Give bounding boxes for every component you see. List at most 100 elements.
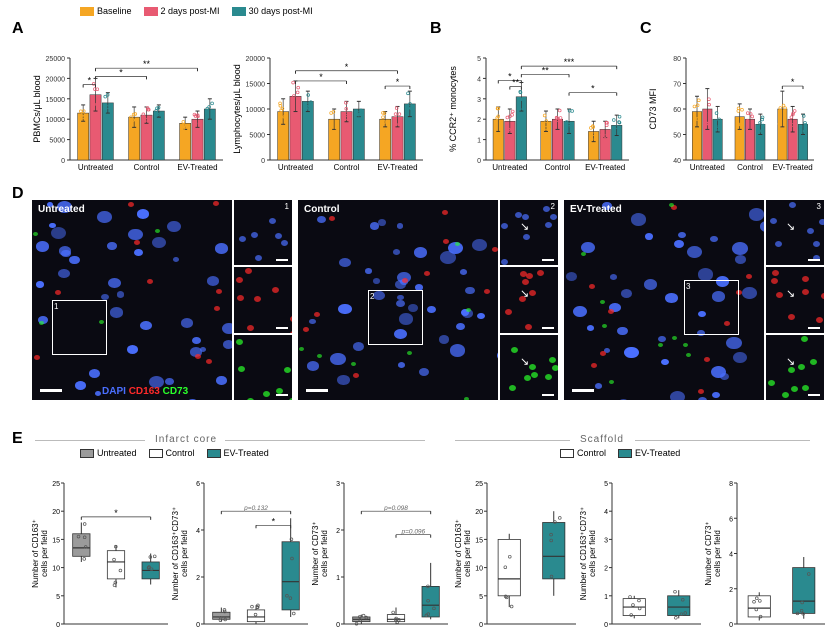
chart-lymphocytes: 05000100001500020000Lymphocytes/μL blood… — [232, 28, 427, 178]
svg-text:p=0.098: p=0.098 — [383, 505, 408, 512]
svg-text:50: 50 — [673, 133, 681, 140]
svg-text:**: ** — [512, 78, 520, 88]
svg-text:15: 15 — [52, 537, 60, 544]
svg-text:2: 2 — [336, 528, 340, 535]
svg-text:*: * — [114, 508, 118, 518]
svg-text:5: 5 — [477, 56, 481, 63]
svg-text:40: 40 — [673, 158, 681, 165]
legend-top: Baseline 2 days post-MI 30 days post-MI — [80, 6, 313, 16]
svg-text:EV-Treated: EV-Treated — [377, 163, 417, 172]
svg-text:5000: 5000 — [49, 138, 65, 145]
svg-text:*: * — [396, 77, 400, 87]
svg-text:70: 70 — [673, 82, 681, 89]
panel-d-label: D — [12, 185, 24, 203]
boxplot-scaffold: 02468Number of CD73⁺cells per field — [705, 465, 825, 630]
svg-text:10000: 10000 — [246, 107, 266, 114]
svg-text:Number of CD163⁺CD73⁺: Number of CD163⁺CD73⁺ — [172, 507, 180, 600]
svg-text:*: * — [88, 76, 92, 86]
chart-ccr2: 012345% CCR2⁺ monocytesUntreatedControlE… — [448, 28, 633, 178]
svg-text:cells per field: cells per field — [320, 530, 329, 577]
svg-text:Untreated: Untreated — [690, 163, 725, 172]
svg-text:8: 8 — [729, 481, 733, 488]
svg-text:25000: 25000 — [46, 56, 66, 63]
svg-text:25: 25 — [52, 481, 60, 488]
svg-text:*: * — [345, 62, 349, 72]
svg-text:10: 10 — [475, 566, 483, 573]
svg-text:2: 2 — [604, 566, 608, 573]
svg-text:3: 3 — [477, 97, 481, 104]
svg-text:PBMCs/μL blood: PBMCs/μL blood — [32, 75, 42, 142]
svg-text:0: 0 — [336, 622, 340, 629]
svg-text:Control: Control — [737, 163, 763, 172]
svg-text:4: 4 — [196, 528, 200, 535]
svg-text:60: 60 — [673, 107, 681, 114]
svg-text:cells per field: cells per field — [588, 530, 597, 577]
svg-text:*: * — [319, 72, 323, 82]
svg-text:*: * — [591, 84, 595, 94]
svg-text:4: 4 — [477, 76, 481, 83]
svg-text:Number of CD73⁺: Number of CD73⁺ — [705, 521, 713, 585]
svg-text:80: 80 — [673, 56, 681, 63]
svg-text:1: 1 — [477, 138, 481, 145]
svg-text:p=0.096: p=0.096 — [400, 529, 425, 536]
svg-text:Number of CD163⁺CD73⁺: Number of CD163⁺CD73⁺ — [580, 507, 588, 600]
svg-text:**: ** — [143, 59, 151, 69]
boxplot-infarct: 0246Number of CD163⁺CD73⁺cells per field… — [172, 465, 312, 630]
boxplot-infarct: 0123Number of CD73⁺cells per fieldp=0.09… — [312, 465, 452, 630]
svg-text:Control: Control — [334, 163, 360, 172]
svg-text:EV-Treated: EV-Treated — [177, 163, 217, 172]
svg-text:**: ** — [542, 65, 550, 75]
panel-a-label: A — [12, 20, 24, 38]
section-infarct: Infarct core — [155, 434, 217, 445]
legend-infarct: Untreated Control EV-Treated — [80, 448, 269, 458]
svg-text:6: 6 — [196, 481, 200, 488]
svg-text:1: 1 — [336, 575, 340, 582]
svg-text:*: * — [272, 516, 276, 526]
svg-text:Number of CD163⁺: Number of CD163⁺ — [32, 519, 40, 588]
chart-cd73mfi: 4050607080CD73 MFIUntreatedControlEV-Tre… — [648, 28, 818, 178]
svg-text:20000: 20000 — [46, 76, 66, 83]
svg-text:*: * — [791, 77, 795, 87]
chart-pbmcs: 0500010000150002000025000PBMCs/μL bloodU… — [32, 28, 227, 178]
panel-e-label: E — [12, 430, 23, 448]
svg-text:Untreated: Untreated — [492, 163, 527, 172]
svg-text:15: 15 — [475, 537, 483, 544]
svg-text:0: 0 — [477, 158, 481, 165]
svg-text:Number of CD73⁺: Number of CD73⁺ — [312, 521, 320, 585]
svg-text:cells per field: cells per field — [713, 530, 722, 577]
svg-text:2: 2 — [729, 587, 733, 594]
panel-b-label: B — [430, 20, 442, 38]
svg-text:5: 5 — [604, 481, 608, 488]
svg-text:2: 2 — [196, 575, 200, 582]
svg-text:0: 0 — [56, 622, 60, 629]
svg-text:CD73 MFI: CD73 MFI — [648, 88, 658, 129]
micrograph-main: 3 — [564, 200, 764, 400]
svg-text:% CCR2⁺ monocytes: % CCR2⁺ monocytes — [448, 66, 458, 152]
svg-text:*: * — [119, 67, 123, 77]
svg-text:Lymphocytes/μL blood: Lymphocytes/μL blood — [232, 64, 242, 154]
legend-scaffold: Control EV-Treated — [560, 448, 680, 458]
svg-text:6: 6 — [729, 516, 733, 523]
svg-text:Untreated: Untreated — [278, 163, 313, 172]
svg-text:15000: 15000 — [46, 97, 66, 104]
svg-text:Number of CD163⁺: Number of CD163⁺ — [455, 519, 463, 588]
svg-text:0: 0 — [261, 158, 265, 165]
svg-text:cells per field: cells per field — [180, 530, 189, 577]
boxplot-scaffold: 0510152025Number of CD163⁺cells per fiel… — [455, 465, 580, 630]
svg-text:EV-Treated: EV-Treated — [585, 163, 625, 172]
svg-text:10000: 10000 — [46, 117, 66, 124]
svg-text:0: 0 — [479, 622, 483, 629]
svg-text:15000: 15000 — [246, 82, 266, 89]
svg-text:3: 3 — [604, 537, 608, 544]
svg-text:cells per field: cells per field — [40, 530, 49, 577]
svg-text:1: 1 — [604, 594, 608, 601]
svg-text:cells per field: cells per field — [463, 530, 472, 577]
svg-text:5: 5 — [56, 594, 60, 601]
micrograph-main: 2 — [298, 200, 498, 400]
svg-text:20000: 20000 — [246, 56, 266, 63]
boxplot-infarct: 0510152025Number of CD163⁺cells per fiel… — [32, 465, 172, 630]
svg-text:Untreated: Untreated — [78, 163, 113, 172]
section-scaffold: Scaffold — [580, 434, 624, 445]
svg-text:p=0.132: p=0.132 — [243, 505, 268, 512]
micrograph-main: 1 — [32, 200, 232, 400]
